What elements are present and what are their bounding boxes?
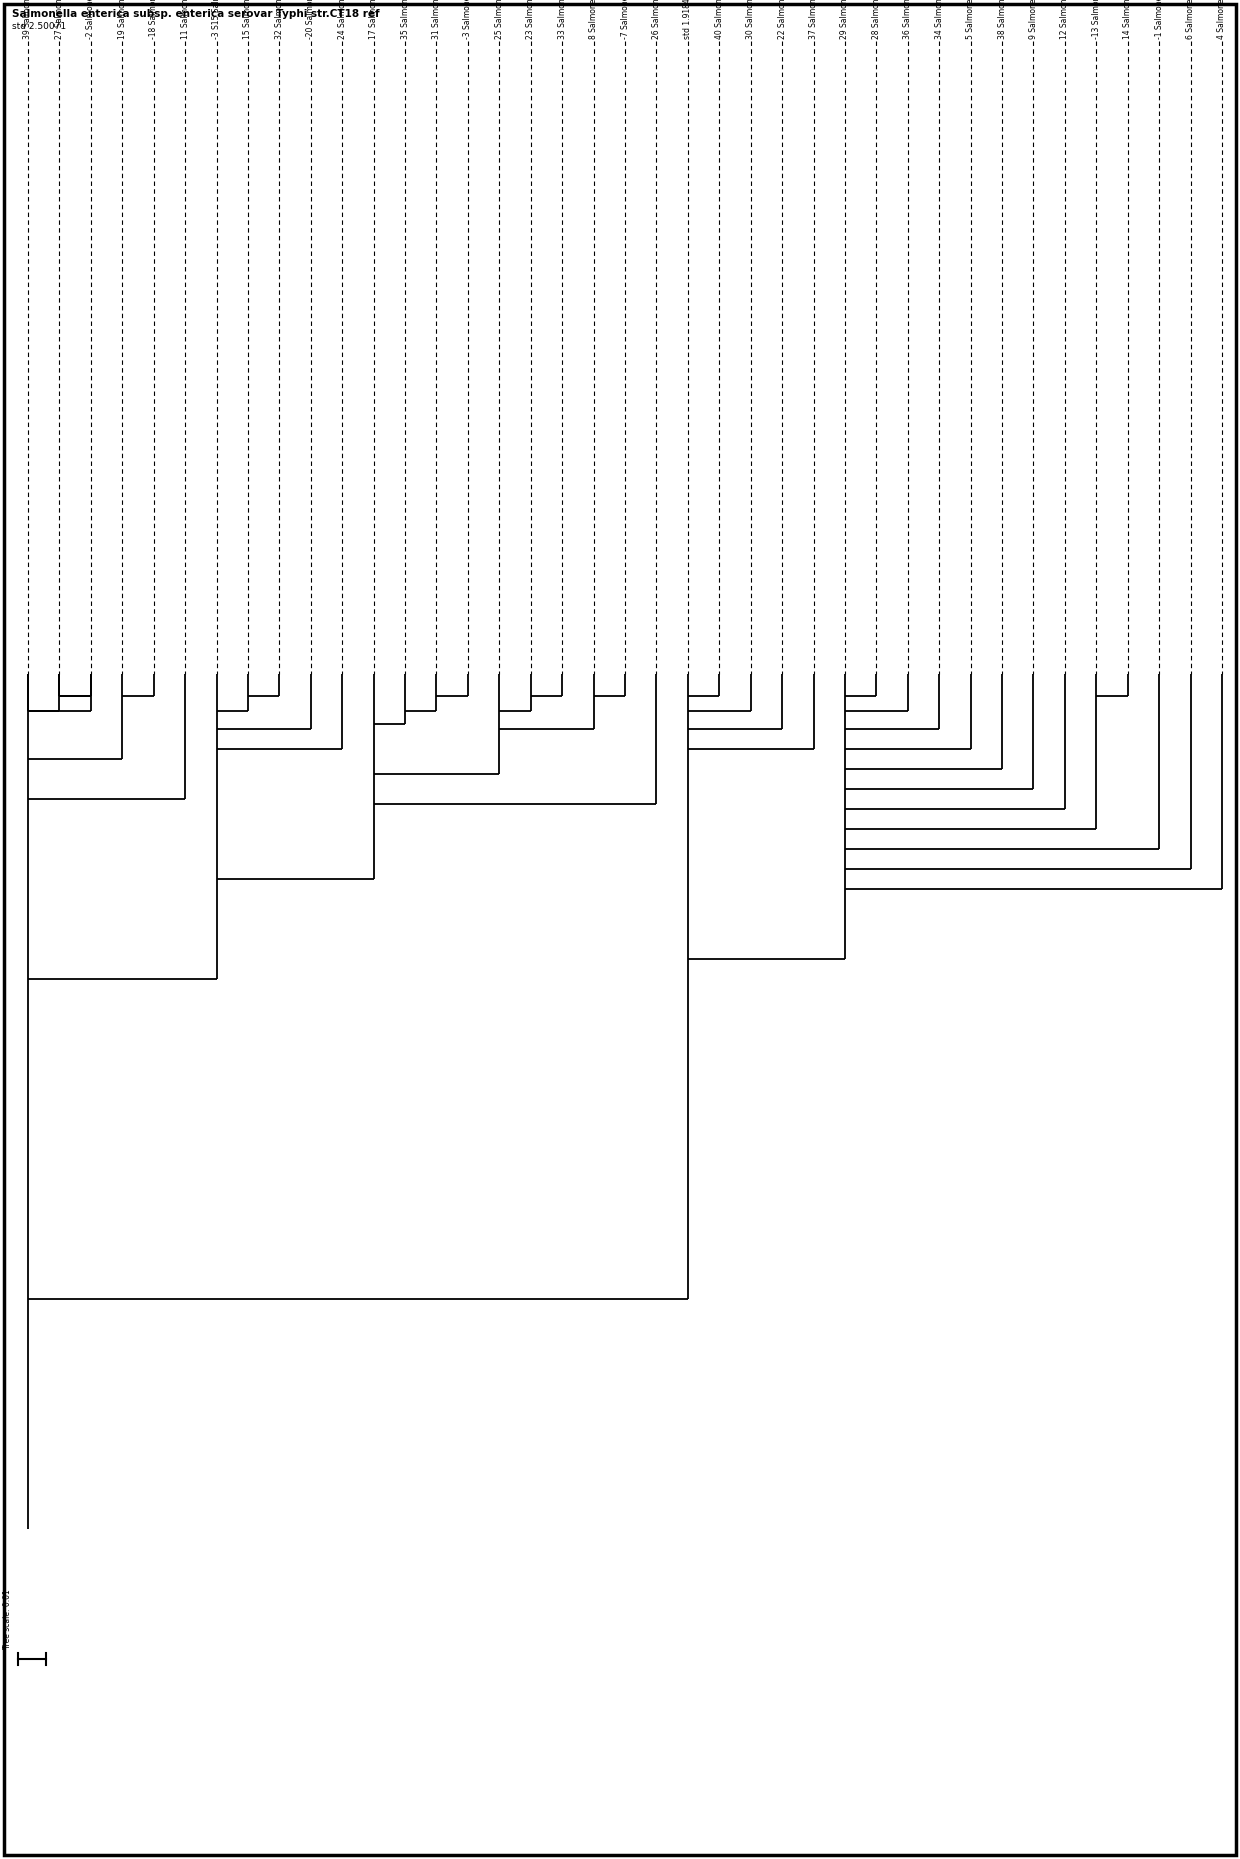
Text: -1 Salmonella enterica subsp. enterica serovar Enteritidis str. EC20100134: -1 Salmonella enterica subsp. enterica s… — [1154, 0, 1163, 39]
Text: 22 Salmonella enterica subsp. enterica serovar Enteritidis str. EC20120734 taxid: 22 Salmonella enterica subsp. enterica s… — [777, 0, 786, 39]
Text: std 2.50071: std 2.50071 — [12, 22, 66, 32]
Text: 25 Salmonella enterica subsp. enterica serovar Enteritidis str. USDA-ARS-USMARC-: 25 Salmonella enterica subsp. enterica s… — [495, 0, 503, 39]
Text: -3 Salmonella enterica subsp. enterica serovar Typhimurium str. USDA-ARS-USMARC-: -3 Salmonella enterica subsp. enterica s… — [464, 0, 472, 39]
Text: 5 Salmonella enterica subsp. enterica serovar Enteritidis str. EC20100134: 5 Salmonella enterica subsp. enterica se… — [966, 0, 975, 39]
Text: 17 Salmonella enterica subsp. enterica serovar Typhimurium str. USDA-ARS-USMARC-: 17 Salmonella enterica subsp. enterica s… — [370, 0, 378, 39]
Text: 23 Salmonella enterica subsp. enterica serovar Typhimurium str. USDA-ARS-USMARC-: 23 Salmonella enterica subsp. enterica s… — [526, 0, 536, 39]
Text: Tree scale: 0.01: Tree scale: 0.01 — [4, 1589, 12, 1649]
Text: 11 Salmonella enterica subsp. enterica serovar Enteritidis: 11 Salmonella enterica subsp. enterica s… — [181, 0, 190, 39]
Text: -13 Salmonella enterica subsp. enterica serovar Enteritidis str. EC20100134 taxi: -13 Salmonella enterica subsp. enterica … — [1091, 0, 1101, 39]
Text: 39 Salmonella enterica subsp. enterica serovar Typhimurium: 39 Salmonella enterica subsp. enterica s… — [24, 0, 32, 39]
Text: Salmonella enterica subsp. enterica serovar Typhi str.CT18 ref: Salmonella enterica subsp. enterica sero… — [12, 9, 379, 19]
Text: 29 Salmonella enterica subsp. enterica serovar Enteritidis str. EC20100134 taxid: 29 Salmonella enterica subsp. enterica s… — [841, 0, 849, 39]
Text: 24 Salmonella enterica serovar Thompson taxid 600: 24 Salmonella enterica serovar Thompson … — [337, 0, 347, 39]
Text: 28 Salmonella enterica subsp. enterica serovar Enteritidis str. EC20100134 taxid: 28 Salmonella enterica subsp. enterica s… — [872, 0, 880, 39]
Text: 4 Salmonella enterica subsp. enterica serovar Enteritidis str. EC20100134: 4 Salmonella enterica subsp. enterica se… — [1218, 0, 1226, 39]
Text: 15 Salmonella enterica subsp. enterica serovar Typhimurium str. USDA-ARS-USMARC-: 15 Salmonella enterica subsp. enterica s… — [243, 0, 253, 39]
Text: 6 Salmonella enterica subsp. enterica serovar Enteritidis str. EC20100134: 6 Salmonella enterica subsp. enterica se… — [1187, 0, 1195, 39]
Text: 12 Salmonella enterica subsp. enterica serovar Typhimurium str. USDA-ARS-USMARC-: 12 Salmonella enterica subsp. enterica s… — [1060, 0, 1069, 39]
Text: 35 Salmonella enterica subsp. enterica serovar Typhimurium str. USDA-ARS-USMARC-: 35 Salmonella enterica subsp. enterica s… — [401, 0, 409, 39]
Text: 37 Salmonella enterica subsp. enterica serovar Enteritidis str. EC20100134: 37 Salmonella enterica subsp. enterica s… — [808, 0, 818, 39]
Text: 32 Salmonella enterica subsp. enterica serovar Milwaukee str. SA19950795: 32 Salmonella enterica subsp. enterica s… — [275, 0, 284, 39]
Text: 27 Salmonella enterica subsp. enterica serovar Schwarzengrund str. CVM19633: 27 Salmonella enterica subsp. enterica s… — [55, 0, 64, 39]
Text: 30 Salmonella enterica subsp. enterica serovar Enteritidis str. EC20100134: 30 Salmonella enterica subsp. enterica s… — [746, 0, 755, 39]
Text: -20 Salmonella enterica subsp. enterica serovar Enteritidis str. EC20100134: -20 Salmonella enterica subsp. enterica … — [306, 0, 315, 39]
Text: -18 Salmonella enterica subsp. enterica serovar Kentucky str. SA20030505 taxid 1: -18 Salmonella enterica subsp. enterica … — [149, 0, 159, 39]
Text: std 1.9184: std 1.9184 — [683, 0, 692, 39]
Text: 33 Salmonella enterica subsp. enterica serovar Typhimurium str. USDA-ARS-USMARC-: 33 Salmonella enterica subsp. enterica s… — [558, 0, 567, 39]
Text: 40 Salmonella enterica subsp. enterica serovar Enteritidis str. EC20120734: 40 Salmonella enterica subsp. enterica s… — [714, 0, 724, 39]
Text: 14 Salmonella enterica subsp. enterica serovar Enteritidis str. EC20100134 taxid: 14 Salmonella enterica subsp. enterica s… — [1123, 0, 1132, 39]
Text: 34 Salmonella enterica subsp. enterica serovar Enteritidis str. EC20100134 taxid: 34 Salmonella enterica subsp. enterica s… — [935, 0, 944, 39]
Text: 26 Salmonella enterica subsp. enterica serovar Anatum str. USDA-ARS-USMARC-1677: 26 Salmonella enterica subsp. enterica s… — [652, 0, 661, 39]
Text: 19 Salmonella enterica subsp. enterica serovar Derby taxid 28144: 19 Salmonella enterica subsp. enterica s… — [118, 0, 126, 39]
Text: 8 Salmonella enterica subsp. enterica serovar Typhimurium str. USDA-ARS-USMARC-1: 8 Salmonella enterica subsp. enterica se… — [589, 0, 598, 39]
Text: -3 S15 Salmonella enterica subsp. enterica serovar Typhimurium str. USDA-ARS-USM: -3 S15 Salmonella enterica subsp. enteri… — [212, 0, 221, 39]
Text: -7 Salmonella enterica subsp. enterica serovar Typhimurium str. T000240: -7 Salmonella enterica subsp. enterica s… — [620, 0, 630, 39]
Text: -2 Salmonella enterica subsp. enterica serovar Schwarzengrund str. CVM19633: -2 Salmonella enterica subsp. enterica s… — [87, 0, 95, 39]
Text: 36 Salmonella enterica subsp. enterica serovar Enteritidis str. EC20100134 taxid: 36 Salmonella enterica subsp. enterica s… — [903, 0, 913, 39]
Text: 38 Salmonella enterica subsp. enterica serovar Typhimurium str. USDA-ARS-USMARC-: 38 Salmonella enterica subsp. enterica s… — [997, 0, 1007, 39]
Text: 31 Salmonella enterica subsp. enterica serovar Typhimurium str. USDA-ARS-USMARC-: 31 Salmonella enterica subsp. enterica s… — [432, 0, 441, 39]
Text: 9 Salmonella enterica subsp. enterica serovar Enteritidis str. EC20100134: 9 Salmonella enterica subsp. enterica se… — [1029, 0, 1038, 39]
